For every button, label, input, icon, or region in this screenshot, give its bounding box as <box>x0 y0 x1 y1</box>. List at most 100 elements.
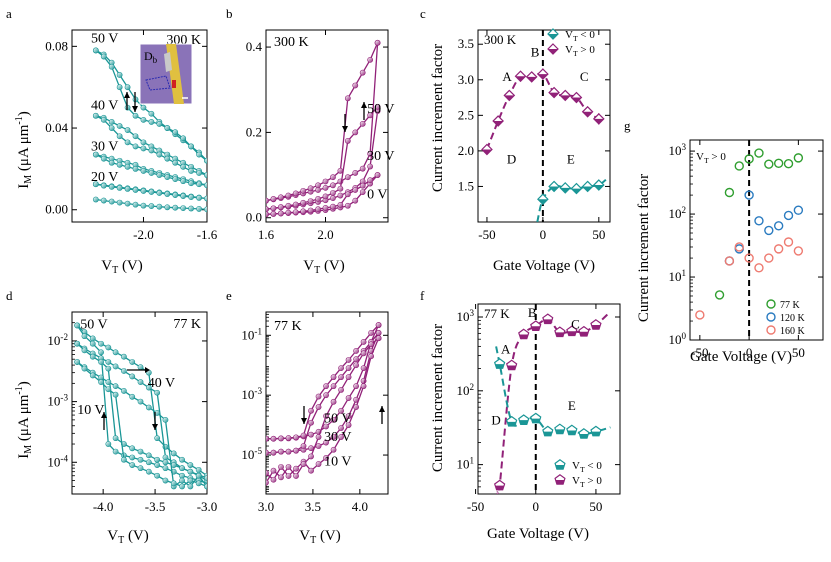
data-point-77k <box>783 159 794 169</box>
data-point <box>285 464 292 470</box>
series-line <box>266 106 379 210</box>
x-tick-label: 3.5 <box>305 499 321 514</box>
data-point-vt-negative <box>592 179 605 191</box>
inset-contact <box>172 80 176 88</box>
arrow-head <box>342 126 348 132</box>
data-point <box>315 206 321 213</box>
data-point <box>344 191 351 198</box>
data-point-120k <box>783 210 794 221</box>
data-point <box>116 84 123 91</box>
data-point <box>359 182 366 189</box>
arrow-head <box>301 418 307 424</box>
y-tick-label: 102 <box>668 205 686 221</box>
data-point <box>148 170 155 176</box>
legend-marker-vt-positive <box>554 474 566 485</box>
marker-fill <box>560 95 571 101</box>
data-point <box>105 365 112 372</box>
data-point <box>188 143 195 150</box>
legend-label-vt-negative: VT < 0 <box>572 460 602 474</box>
y-tick-label: 0.08 <box>45 38 68 53</box>
data-point <box>359 69 366 76</box>
data-point <box>89 353 96 360</box>
x-tick-label: 0 <box>540 227 547 242</box>
data-point <box>308 453 314 460</box>
data-point <box>338 365 344 372</box>
panel-e-xlabel: VT (V) <box>299 528 341 546</box>
plot-area <box>266 322 382 486</box>
data-point <box>121 456 127 463</box>
data-point <box>145 459 152 466</box>
y-tick-label: 3.5 <box>458 36 474 51</box>
data-point-vt-positive <box>590 319 602 330</box>
data-point <box>108 119 115 125</box>
legend-marker <box>766 312 776 322</box>
x-tick-label: 50 <box>589 499 602 514</box>
panel-d-ylabel: IM (μA μm-1) <box>14 381 34 459</box>
data-point <box>112 383 119 390</box>
marker-fill <box>591 430 601 436</box>
data-point <box>322 178 329 185</box>
data-point <box>100 197 107 204</box>
panel-label-a: a <box>6 6 12 21</box>
data-point <box>266 211 269 218</box>
region-label: E <box>568 398 576 413</box>
x-tick-label: 50 <box>592 227 605 242</box>
marker-fill <box>549 92 560 98</box>
data-point <box>156 172 163 178</box>
data-point <box>330 190 336 196</box>
data-point <box>300 443 307 449</box>
data-point-vt-negative <box>554 423 566 435</box>
data-point <box>188 194 195 200</box>
data-point <box>172 176 179 183</box>
data-point <box>367 112 374 119</box>
inset-outline <box>145 75 171 91</box>
legend-label: 160 K <box>780 326 806 337</box>
data-point <box>92 112 99 119</box>
marker-fill <box>494 362 505 369</box>
data-point <box>112 448 119 455</box>
data-point-vt-negative <box>518 414 530 425</box>
data-point <box>172 192 179 198</box>
region-label: A <box>501 342 511 357</box>
data-point <box>74 359 81 365</box>
arrow-head <box>101 412 107 418</box>
x-tick-label: -1.6 <box>197 227 218 242</box>
data-point <box>285 473 292 479</box>
x-tick-label: -4.0 <box>93 499 114 514</box>
data-point <box>337 185 344 192</box>
data-point <box>154 456 161 463</box>
data-point-vt-positive <box>492 115 504 127</box>
data-point <box>278 435 284 442</box>
marker-fill <box>555 478 565 485</box>
marker-fill <box>582 186 593 192</box>
data-point <box>156 121 163 127</box>
curve-label: 30 V <box>91 140 118 155</box>
data-point <box>164 155 171 162</box>
data-point <box>330 203 336 210</box>
data-point <box>266 479 269 486</box>
x-tick-label: 4.0 <box>352 499 368 514</box>
data-point <box>285 202 292 209</box>
data-point <box>338 387 344 393</box>
data-point-vt-negative <box>581 180 594 193</box>
data-point <box>100 155 107 162</box>
data-point <box>330 182 336 189</box>
x-tick-label: -50 <box>467 499 484 514</box>
data-point-120k <box>754 216 764 226</box>
data-point <box>188 180 195 187</box>
data-point <box>204 483 207 490</box>
data-point <box>81 365 88 372</box>
data-point <box>140 145 147 152</box>
panel-c-xlabel: Gate Voltage (V) <box>493 258 595 274</box>
data-point <box>315 196 321 202</box>
data-point-160k <box>724 256 735 266</box>
data-point <box>315 182 321 189</box>
data-point <box>170 480 177 487</box>
data-point <box>132 133 139 140</box>
data-point <box>345 422 352 429</box>
data-point <box>92 181 99 188</box>
curve-label: 40 V <box>91 99 118 114</box>
data-point <box>195 466 202 473</box>
legend-marker-vt-negative <box>554 459 566 470</box>
data-point <box>179 456 185 463</box>
